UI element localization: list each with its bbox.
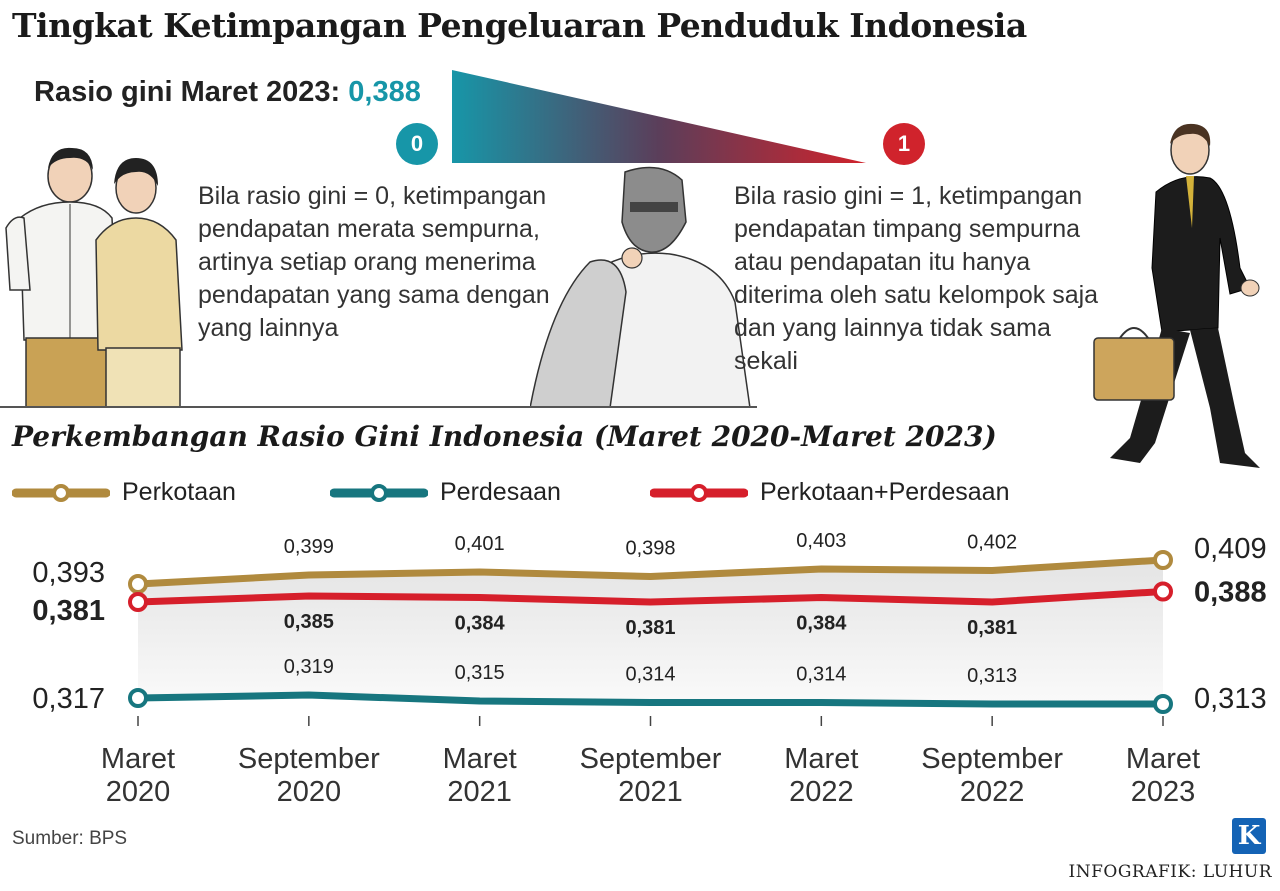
x-tick-label: 2022 — [960, 776, 1025, 808]
legend-total-label: Perkotaan+Perdesaan — [760, 478, 1010, 506]
x-tick-label: 2021 — [447, 776, 512, 808]
perdesaan-point — [1153, 694, 1173, 714]
total-data-label: 0,385 — [284, 611, 334, 633]
perkotaan-point — [1153, 550, 1173, 570]
legend-total-line-icon — [650, 483, 748, 502]
x-tick-label: 2020 — [106, 776, 171, 808]
kompas-logo: K — [1232, 818, 1266, 854]
source-note: Sumber: BPS — [12, 828, 128, 849]
legend-perdesaan-line-icon — [330, 483, 428, 502]
section-divider — [0, 406, 757, 408]
legend-perkotaan-label: Perkotaan — [122, 478, 236, 506]
perdesaan-start-label: 0,317 — [32, 683, 105, 715]
total-point — [1153, 581, 1173, 602]
perdesaan-line — [134, 691, 1167, 708]
gini-scale-wedge — [452, 70, 866, 163]
x-tick-label: 2020 — [277, 776, 342, 808]
perdesaan-end-label: 0,313 — [1194, 683, 1267, 715]
total-end-label: 0,388 — [1194, 577, 1267, 609]
description-gini-one: Bila rasio gini = 1, ketimpangan pendapa… — [734, 182, 1099, 375]
x-tick-label: Maret — [101, 743, 175, 775]
x-tick-label: Maret — [1126, 743, 1200, 775]
legend-perdesaan-label: Perdesaan — [440, 478, 561, 506]
total-start-label: 0,381 — [32, 595, 105, 627]
perkotaan-end-label: 0,409 — [1194, 533, 1267, 565]
perkotaan-data-label: 0,399 — [284, 536, 334, 558]
perkotaan-line — [134, 556, 1167, 588]
chart-subtitle: Perkembangan Rasio Gini Indonesia (Maret… — [12, 420, 997, 453]
perkotaan-data-label: 0,403 — [796, 530, 846, 552]
perdesaan-point — [128, 688, 148, 708]
hooded-person-illustration — [530, 166, 751, 408]
businessman-illustration — [1093, 123, 1260, 468]
x-tick-label: 2021 — [618, 776, 683, 808]
scale-zero-badge: 0 — [396, 123, 438, 165]
gini-header: Rasio gini Maret 2023: 0,388 — [34, 76, 421, 109]
total-data-label: 0,384 — [796, 613, 847, 635]
perdesaan-data-label: 0,319 — [284, 656, 334, 678]
perdesaan-data-label: 0,315 — [455, 662, 505, 684]
total-data-label: 0,381 — [625, 617, 675, 639]
gini-header-value: 0,388 — [348, 76, 421, 108]
perdesaan-data-label: 0,313 — [967, 665, 1017, 687]
page-title: Tingkat Ketimpangan Pengeluaran Penduduk… — [12, 6, 1027, 45]
perkotaan-data-label: 0,401 — [455, 533, 505, 555]
perkotaan-data-label: 0,398 — [625, 538, 675, 560]
description-gini-zero: Bila rasio gini = 0, ketimpangan pendapa… — [198, 182, 550, 342]
perkotaan-start-label: 0,393 — [32, 557, 105, 589]
perdesaan-data-label: 0,314 — [625, 664, 675, 686]
x-tick-label: September — [921, 743, 1063, 775]
total-data-label: 0,381 — [967, 617, 1017, 639]
scale-one-badge: 1 — [883, 123, 925, 165]
equal-income-couple-illustration — [5, 147, 183, 408]
x-tick-label: 2023 — [1131, 776, 1196, 808]
x-tick-label: September — [238, 743, 380, 775]
legend-item-total: Perkotaan+Perdesaan — [650, 478, 1010, 507]
total-data-label: 0,384 — [455, 613, 506, 635]
x-tick-label: September — [580, 743, 722, 775]
infographic-credit: INFOGRAFIK: LUHUR — [1068, 862, 1272, 882]
total-line — [134, 588, 1167, 606]
perkotaan-data-label: 0,402 — [967, 532, 1017, 554]
x-tick-label: Maret — [443, 743, 517, 775]
legend-item-perdesaan: Perdesaan — [330, 478, 561, 507]
gini-header-label: Rasio gini Maret 2023: — [34, 76, 349, 108]
total-point — [128, 592, 148, 612]
perdesaan-data-label: 0,314 — [796, 664, 846, 686]
gini-line-chart: Maret2020September2020Maret2021September… — [32, 530, 1267, 808]
x-tick-label: Maret — [784, 743, 858, 775]
perkotaan-point — [128, 574, 148, 594]
legend-perkotaan-line-icon — [12, 483, 110, 502]
x-tick-label: 2022 — [789, 776, 854, 808]
legend-item-perkotaan: Perkotaan — [12, 478, 236, 507]
